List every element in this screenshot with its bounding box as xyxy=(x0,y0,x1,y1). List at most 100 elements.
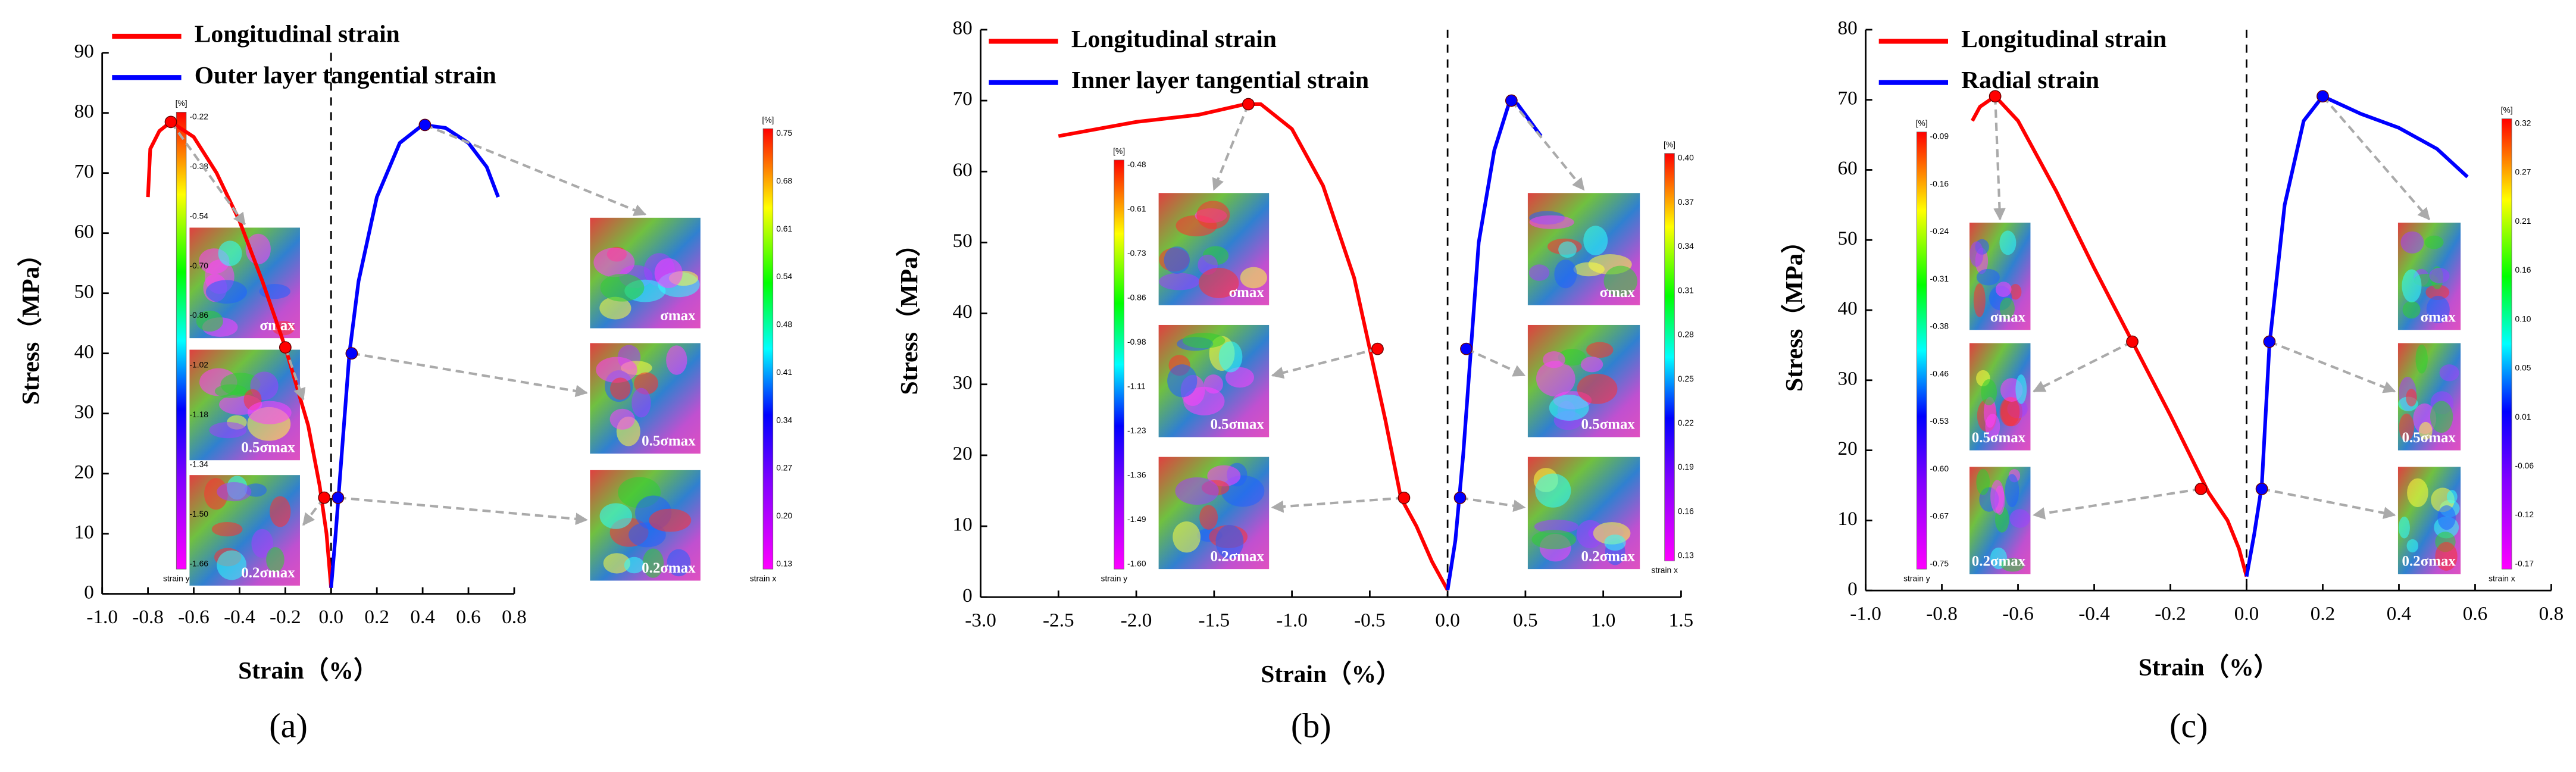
stress-marker xyxy=(345,347,358,360)
dic-pattern xyxy=(1528,264,1550,281)
dic-pattern xyxy=(603,553,631,574)
colorbar-tick-label: -1.11 xyxy=(1127,381,1146,390)
colorbar-tick-label: 0.61 xyxy=(776,224,792,233)
y-tick-label: 10 xyxy=(1837,508,1857,530)
y-tick-label: 50 xyxy=(1837,227,1857,249)
dic-pattern xyxy=(1543,351,1565,368)
dic-pattern xyxy=(1577,373,1618,404)
dic-pattern xyxy=(1536,361,1575,397)
colorbar-tick-label: 0.27 xyxy=(776,463,792,473)
y-tick-label: 20 xyxy=(1837,437,1857,460)
y-tick-label: 30 xyxy=(953,371,973,393)
y-axis-label: Stress（MPa） xyxy=(17,242,44,405)
inset-label: 0.5σmax xyxy=(1581,417,1636,433)
y-tick-label: 30 xyxy=(1837,367,1857,389)
y-tick-label: 50 xyxy=(74,280,94,302)
callout-arrow xyxy=(1271,348,1378,379)
dic-pattern xyxy=(599,503,633,529)
dic-pattern xyxy=(1529,215,1574,229)
colorbar-tick-label: -0.31 xyxy=(1930,274,1949,283)
dic-pattern xyxy=(654,258,683,289)
colorbar-tick-label: 0.27 xyxy=(2515,167,2531,177)
colorbar-tick-label: -1.36 xyxy=(1127,470,1146,479)
x-tick-label: 0.4 xyxy=(410,606,435,628)
dic-pattern xyxy=(217,482,252,502)
colorbar-title: strain x xyxy=(750,573,777,583)
inset-label: 0.2σmax xyxy=(1972,554,2026,570)
colorbar-unit: [%] xyxy=(2501,105,2513,114)
x-tick-label: 0.0 xyxy=(2234,602,2259,624)
x-tick-label: -0.4 xyxy=(2078,602,2110,624)
colorbar-tick-label: -1.34 xyxy=(189,460,208,469)
legend-label: Longitudinal strain xyxy=(1071,25,1277,52)
dic-pattern xyxy=(600,273,645,302)
colorbar-tick-label: 0.31 xyxy=(1678,285,1694,295)
stress-marker xyxy=(2263,335,2276,348)
panel-label: (c) xyxy=(2169,706,2208,745)
x-tick-label: 1.5 xyxy=(1669,609,1694,631)
panel-label: (a) xyxy=(269,706,308,745)
stress-marker xyxy=(1989,90,2002,103)
x-tick-label: -0.4 xyxy=(224,606,255,628)
dic-pattern xyxy=(1196,201,1230,229)
dic-pattern xyxy=(1164,246,1190,274)
y-tick-label: 40 xyxy=(953,301,973,323)
callout-arrow xyxy=(1271,496,1405,513)
dic-pattern xyxy=(599,296,632,320)
y-tick-label: 10 xyxy=(953,514,973,536)
y-tick-label: 60 xyxy=(74,220,94,242)
y-axis-label: Stress（MPa） xyxy=(1780,229,1808,392)
colorbar-tick-label: -0.16 xyxy=(1930,179,1949,188)
colorbar-tick-label: -0.53 xyxy=(1930,416,1949,426)
dic-pattern xyxy=(1990,480,2005,514)
colorbar-tick-label: -0.86 xyxy=(189,310,208,320)
colorbar-unit: [%] xyxy=(1664,140,1675,149)
inset-label: 0.2σmax xyxy=(1581,548,1636,564)
dic-pattern xyxy=(2446,490,2458,504)
colorbar-unit: [%] xyxy=(762,115,774,124)
colorbar-tick-label: 0.22 xyxy=(1678,418,1694,427)
x-tick-label: -0.6 xyxy=(2002,602,2034,624)
inset-label: 0.2σmax xyxy=(1210,548,1264,564)
dic-pattern xyxy=(1199,505,1218,530)
colorbar-tick-label: -0.09 xyxy=(1930,132,1949,141)
dic-pattern xyxy=(2415,344,2428,374)
dic-pattern xyxy=(251,529,273,558)
colorbar-unit: [%] xyxy=(1113,146,1125,156)
dic-pattern xyxy=(270,496,291,527)
x-tick-label: -0.2 xyxy=(270,606,301,628)
dic-pattern xyxy=(1969,241,1984,267)
colorbar xyxy=(1664,153,1675,561)
x-tick-label: -1.5 xyxy=(1199,609,1230,631)
inset-label: 0.2σmax xyxy=(2402,554,2456,570)
colorbar-tick-label: 0.13 xyxy=(776,558,792,568)
inset-label: σmax xyxy=(2421,310,2456,326)
colorbar-tick-label: -1.66 xyxy=(189,558,208,568)
y-tick-label: 60 xyxy=(1837,157,1857,179)
dic-pattern xyxy=(666,345,687,375)
colorbar-tick-label: -0.48 xyxy=(1127,160,1146,169)
dic-pattern xyxy=(667,549,691,577)
x-tick-label: -0.8 xyxy=(132,606,164,628)
colorbar-tick-label: 0.34 xyxy=(1678,241,1694,251)
colorbar-title: strain y xyxy=(163,573,190,583)
colorbar-tick-label: 0.25 xyxy=(1678,374,1694,383)
colorbar-tick-label: 0.21 xyxy=(2515,216,2531,226)
dic-pattern xyxy=(1535,473,1571,508)
x-tick-label: -1.0 xyxy=(86,606,118,628)
colorbar-tick-label: 0.28 xyxy=(1678,330,1694,339)
legend-label: Longitudinal strain xyxy=(1961,25,2167,52)
dic-pattern xyxy=(1583,226,1608,256)
dic-pattern xyxy=(217,550,247,580)
colorbar-tick-label: -0.73 xyxy=(1127,248,1146,258)
dic-pattern xyxy=(1218,341,1243,373)
colorbar-tick-label: 0.19 xyxy=(1678,462,1694,471)
stress-marker xyxy=(318,491,331,504)
callout-arrow xyxy=(170,121,246,226)
dic-pattern xyxy=(214,384,248,398)
colorbar-tick-label: 0.40 xyxy=(1678,153,1694,162)
colorbar-tick-label: 0.13 xyxy=(1678,551,1694,560)
inset-label: σmax xyxy=(1600,285,1636,301)
colorbar-tick-label: 0.75 xyxy=(776,128,792,137)
colorbar-tick-label: 0.41 xyxy=(776,367,792,377)
